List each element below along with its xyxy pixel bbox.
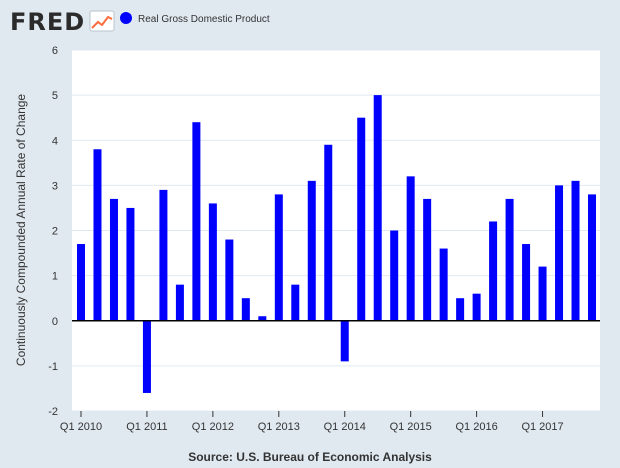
legend-series-marker: [120, 12, 132, 24]
fred-logo-text: FRED: [10, 8, 85, 36]
y-tick-label: 0: [52, 316, 58, 328]
bar-2010-q3[interactable]: [109, 198, 118, 321]
y-tick-label: 3: [52, 180, 58, 192]
bar-2010-q1[interactable]: [77, 244, 85, 321]
bar-2017-q4[interactable]: [588, 194, 596, 321]
bar-2010-q4[interactable]: [126, 207, 135, 321]
bar-2016-q3[interactable]: [505, 198, 514, 321]
bar-2011-q4[interactable]: [192, 122, 201, 321]
bar-2016-q2[interactable]: [489, 221, 498, 321]
y-tick-label: -2: [48, 406, 58, 418]
bar-2013-q2[interactable]: [291, 284, 300, 321]
bars: [77, 95, 596, 393]
fred-logo[interactable]: FRED: [10, 8, 115, 36]
x-tick-label: Q1 2015: [390, 421, 432, 433]
bar-2012-q4[interactable]: [258, 316, 267, 321]
bar-2014-q3[interactable]: [373, 95, 382, 321]
bar-2017-q3[interactable]: [571, 180, 580, 321]
bar-2016-q4[interactable]: [522, 244, 531, 321]
bar-2010-q2[interactable]: [93, 149, 102, 321]
x-tick-label: Q1 2013: [258, 421, 300, 433]
bar-2017-q2[interactable]: [555, 185, 564, 321]
x-tick-label: Q1 2012: [192, 421, 234, 433]
bar-2011-q3[interactable]: [175, 284, 184, 321]
y-tick-label: 1: [52, 271, 58, 283]
bar-2014-q4[interactable]: [390, 230, 399, 321]
x-tick-label: Q1 2011: [126, 421, 167, 433]
y-tick-label: -1: [48, 361, 58, 373]
bar-2013-q3[interactable]: [307, 180, 316, 321]
bar-2017-q1[interactable]: [538, 266, 547, 321]
bar-2012-q2[interactable]: [225, 239, 234, 321]
x-axis-ticks: Q1 2010 Q1 2011 Q1 2012 Q1 2013 Q1 2014 Q1 20…: [60, 411, 564, 433]
bar-2015-q3[interactable]: [439, 248, 448, 321]
bar-2016-q1[interactable]: [472, 293, 481, 321]
legend-series-label: Real Gross Domestic Product: [138, 14, 270, 25]
bar-2015-q2[interactable]: [423, 198, 432, 321]
bar-2011-q1[interactable]: [142, 320, 151, 393]
trend-line-icon: [89, 10, 115, 32]
bar-2015-q4[interactable]: [456, 298, 465, 321]
legend[interactable]: Real Gross Domestic Product: [120, 12, 270, 25]
x-tick-label: Q1 2010: [60, 421, 102, 433]
bar-2015-q1[interactable]: [406, 176, 415, 321]
x-tick-label: Q1 2017: [521, 421, 563, 433]
bar-2012-q3[interactable]: [241, 298, 250, 321]
y-axis-label: Continuously Compounded Annual Rate of C…: [14, 94, 28, 367]
y-tick-label: 2: [52, 226, 58, 238]
bar-2013-q4[interactable]: [324, 144, 333, 321]
y-tick-label: 4: [52, 135, 58, 147]
bar-2011-q2[interactable]: [159, 189, 168, 321]
x-tick-label: Q1 2014: [324, 421, 366, 433]
bar-2013-q1[interactable]: [274, 194, 283, 321]
y-tick-label: 5: [52, 90, 58, 102]
bar-2014-q2[interactable]: [357, 117, 366, 321]
y-tick-label: 6: [52, 45, 58, 57]
source-note: Source: U.S. Bureau of Economic Analysis: [188, 450, 432, 464]
y-axis-ticks: -2 -1 0 1 2 3 4 5 6: [48, 45, 58, 418]
bar-2012-q1[interactable]: [208, 203, 217, 321]
bar-2014-q1[interactable]: [340, 320, 349, 362]
x-tick-label: Q1 2016: [456, 421, 498, 433]
